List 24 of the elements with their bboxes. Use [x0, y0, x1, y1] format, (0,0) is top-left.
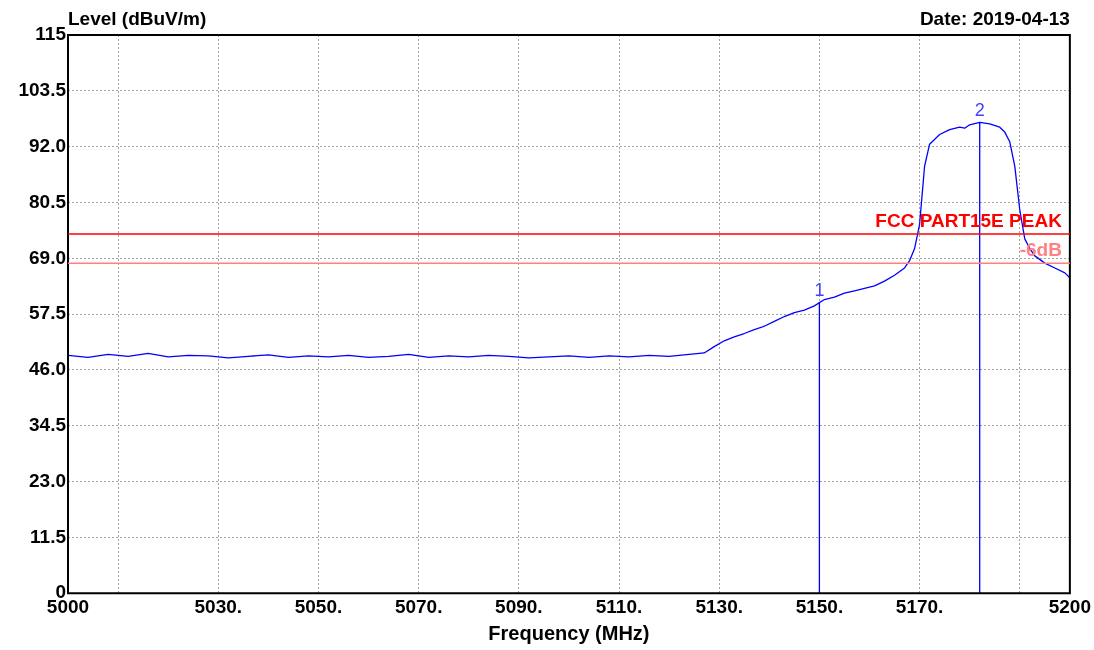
y-tick-label: 23.0 — [29, 469, 66, 491]
x-tick-label: 5070. — [394, 595, 443, 617]
y-tick-label: 46.0 — [29, 358, 66, 380]
x-tick-label: 5170. — [895, 595, 944, 617]
x-axis-title: Frequency (MHz) — [488, 621, 650, 644]
y-tick-label: 80.5 — [29, 190, 67, 212]
x-tick-label: 5090. — [495, 595, 543, 617]
y-tick-label: 103.5 — [18, 79, 67, 101]
y-tick-label: 57.5 — [29, 302, 67, 324]
x-tick-label: 5110. — [595, 595, 643, 617]
y-tick-label: 69.0 — [29, 246, 66, 268]
annotation: 2 — [974, 100, 985, 121]
y-tick-label: 34.5 — [29, 413, 67, 435]
y-axis-title: Level (dBuV/m) — [68, 7, 207, 29]
text: Date: 2019-04-13 — [919, 7, 1070, 29]
x-tick-label: 5150. — [795, 595, 844, 617]
y-tick-label: 115 — [35, 23, 67, 45]
y-tick-label: 92.0 — [29, 134, 66, 156]
y-tick-label: 11.5 — [30, 525, 67, 547]
x-tick-label: 5200 — [1048, 595, 1092, 617]
x-tick-label: 5050. — [294, 595, 343, 617]
x-tick-label: 5130. — [695, 595, 743, 617]
x-tick-label: 5030. — [194, 595, 243, 617]
annotation: 1 — [814, 279, 825, 300]
